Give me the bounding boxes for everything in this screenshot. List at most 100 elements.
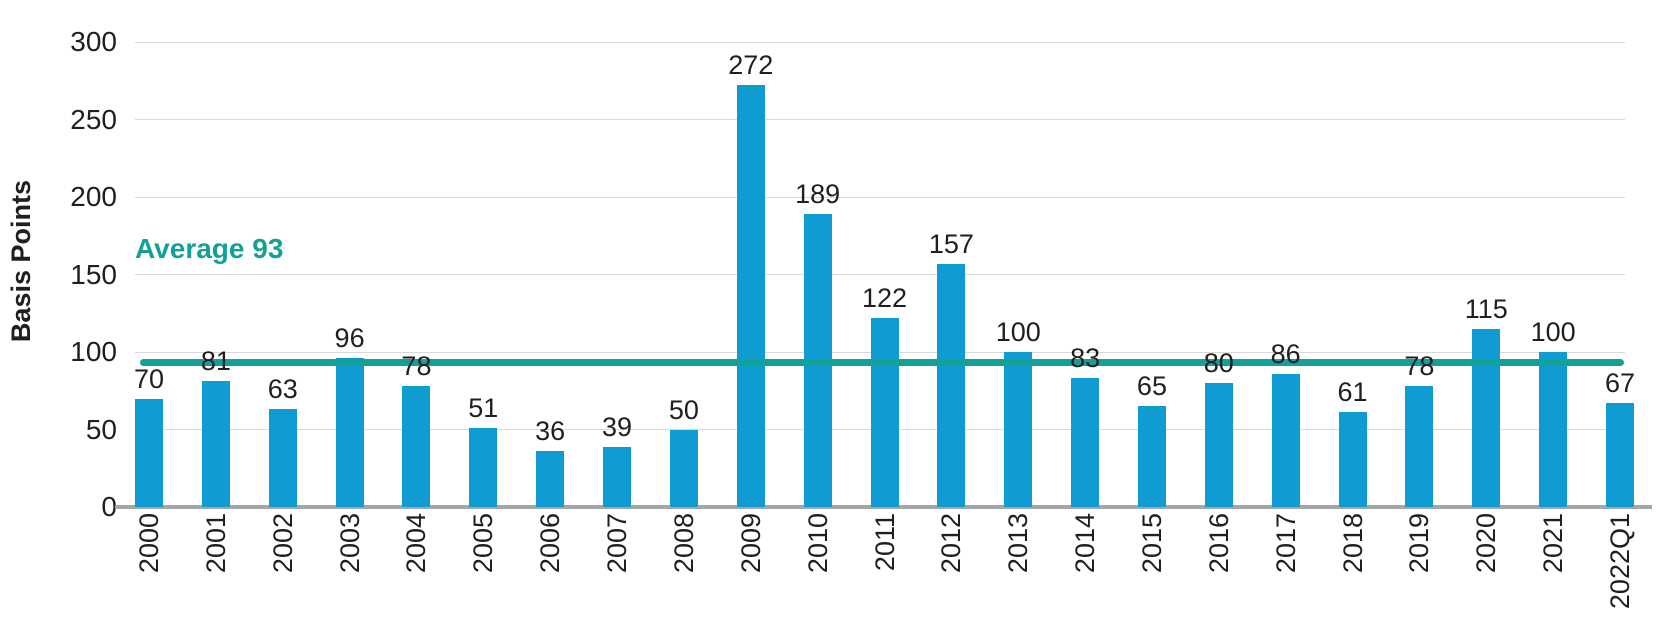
x-tick-label: 2004 bbox=[401, 513, 431, 633]
average-line bbox=[140, 359, 1624, 367]
x-tick-label: 2013 bbox=[1003, 513, 1033, 633]
bar bbox=[1606, 403, 1634, 507]
y-tick-label: 250 bbox=[70, 103, 117, 135]
x-tick-label-text: 2007 bbox=[602, 513, 633, 574]
average-annotation-label: Average 93 bbox=[135, 233, 284, 264]
bar-value-label: 81 bbox=[200, 346, 231, 377]
bar bbox=[536, 451, 565, 507]
x-tick-label: 2000 bbox=[134, 513, 164, 633]
x-tick-label-text: 2008 bbox=[668, 513, 699, 574]
y-tick-label: 50 bbox=[85, 413, 117, 445]
bar bbox=[736, 85, 765, 507]
bar-value-label: 61 bbox=[1337, 377, 1368, 408]
bar-value-label: 157 bbox=[928, 228, 974, 259]
x-tick-label: 2017 bbox=[1271, 513, 1301, 633]
x-tick-label: 2022Q1 bbox=[1605, 513, 1635, 633]
x-tick-label: 2010 bbox=[803, 513, 833, 633]
bar-value-label: 70 bbox=[133, 363, 165, 394]
x-tick-label: 2021 bbox=[1538, 513, 1568, 633]
x-tick-label: 2009 bbox=[736, 513, 766, 633]
x-tick-label-text: 2017 bbox=[1270, 513, 1301, 574]
bar-value-label: 122 bbox=[861, 282, 908, 313]
x-tick-label: 2005 bbox=[468, 513, 498, 633]
bar bbox=[1137, 406, 1166, 507]
bar bbox=[1204, 383, 1233, 507]
y-tick-label: 300 bbox=[70, 26, 117, 57]
x-tick-label: 2003 bbox=[335, 513, 365, 633]
x-tick-label: 2002 bbox=[268, 513, 298, 633]
bar-value-label: 189 bbox=[795, 179, 841, 210]
x-tick-label-text: 2003 bbox=[334, 513, 365, 574]
x-tick-label: 2007 bbox=[602, 513, 632, 633]
bar-value-label: 39 bbox=[602, 411, 633, 442]
bar bbox=[1539, 352, 1568, 507]
x-tick-label: 2012 bbox=[936, 513, 966, 633]
bar-value-label: 86 bbox=[1270, 338, 1301, 369]
bar-value-label: 83 bbox=[1070, 343, 1101, 374]
gridline bbox=[135, 41, 1625, 43]
bar bbox=[1271, 373, 1300, 507]
bar-value-label: 100 bbox=[995, 317, 1041, 347]
bar-value-label: 78 bbox=[1404, 351, 1435, 382]
x-tick-label-text: 2016 bbox=[1203, 513, 1234, 574]
x-tick-label: 2020 bbox=[1471, 513, 1501, 633]
x-tick-label-text: 2015 bbox=[1136, 513, 1167, 574]
bar-value-label: 80 bbox=[1203, 348, 1234, 378]
bar bbox=[937, 263, 966, 507]
x-tick-label: 2015 bbox=[1137, 513, 1167, 633]
bar bbox=[669, 429, 698, 507]
bar bbox=[335, 358, 364, 507]
x-tick-label-text: 2021 bbox=[1538, 513, 1569, 574]
bar bbox=[135, 398, 163, 507]
x-tick-label-text: 2020 bbox=[1471, 513, 1502, 574]
bar-value-label: 63 bbox=[267, 374, 298, 405]
bar bbox=[1004, 352, 1033, 507]
x-tick-label: 2008 bbox=[669, 513, 699, 633]
x-axis-line bbox=[115, 505, 1652, 509]
bar-value-label: 50 bbox=[668, 394, 699, 425]
x-tick-label: 2019 bbox=[1404, 513, 1434, 633]
x-tick-label: 2006 bbox=[535, 513, 565, 633]
gridline bbox=[135, 196, 1625, 198]
bar-value-label: 100 bbox=[1530, 317, 1576, 347]
x-tick-label-text: 2013 bbox=[1003, 513, 1034, 574]
x-tick-label-text: 2018 bbox=[1337, 513, 1368, 574]
y-tick-label: 100 bbox=[70, 336, 117, 367]
gridline bbox=[135, 119, 1625, 120]
bar-value-label: 96 bbox=[334, 323, 365, 354]
x-tick-label: 2018 bbox=[1338, 513, 1368, 633]
x-tick-label: 2001 bbox=[201, 513, 231, 633]
bar-value-label: 36 bbox=[535, 416, 566, 447]
bar-value-label: 67 bbox=[1604, 368, 1636, 399]
bar-value-label: 51 bbox=[468, 392, 499, 423]
x-tick-label-text: 2010 bbox=[802, 513, 833, 574]
bar-value-label: 65 bbox=[1136, 371, 1167, 402]
bar bbox=[1071, 378, 1100, 507]
x-tick-label: 2011 bbox=[870, 513, 900, 633]
x-tick-label-text: 2012 bbox=[936, 513, 967, 574]
bar-value-label: 78 bbox=[401, 351, 432, 382]
gridline bbox=[135, 274, 1625, 275]
y-tick-label: 200 bbox=[70, 181, 117, 212]
bar bbox=[402, 386, 431, 507]
bar bbox=[201, 381, 230, 507]
bar-value-label: 272 bbox=[728, 50, 774, 81]
x-tick-label-text: 2000 bbox=[134, 513, 164, 574]
bar bbox=[1338, 412, 1367, 507]
bar bbox=[1472, 328, 1501, 507]
bar bbox=[268, 409, 297, 507]
bar bbox=[469, 427, 498, 507]
y-tick-label: 150 bbox=[70, 258, 117, 290]
bar-value-label: 115 bbox=[1464, 293, 1508, 324]
y-tick-label: 0 bbox=[101, 491, 117, 522]
bar bbox=[603, 446, 632, 507]
x-tick-label-text: 2006 bbox=[535, 513, 566, 574]
bar bbox=[870, 317, 899, 507]
x-tick-label-text: 2001 bbox=[200, 513, 231, 574]
x-tick-label-text: 2005 bbox=[468, 513, 499, 574]
x-tick-label-text: 2002 bbox=[267, 513, 298, 574]
x-tick-label-text: 2022Q1 bbox=[1605, 513, 1635, 610]
x-tick-label-text: 2019 bbox=[1404, 513, 1435, 574]
x-tick-label-text: 2009 bbox=[735, 513, 766, 574]
